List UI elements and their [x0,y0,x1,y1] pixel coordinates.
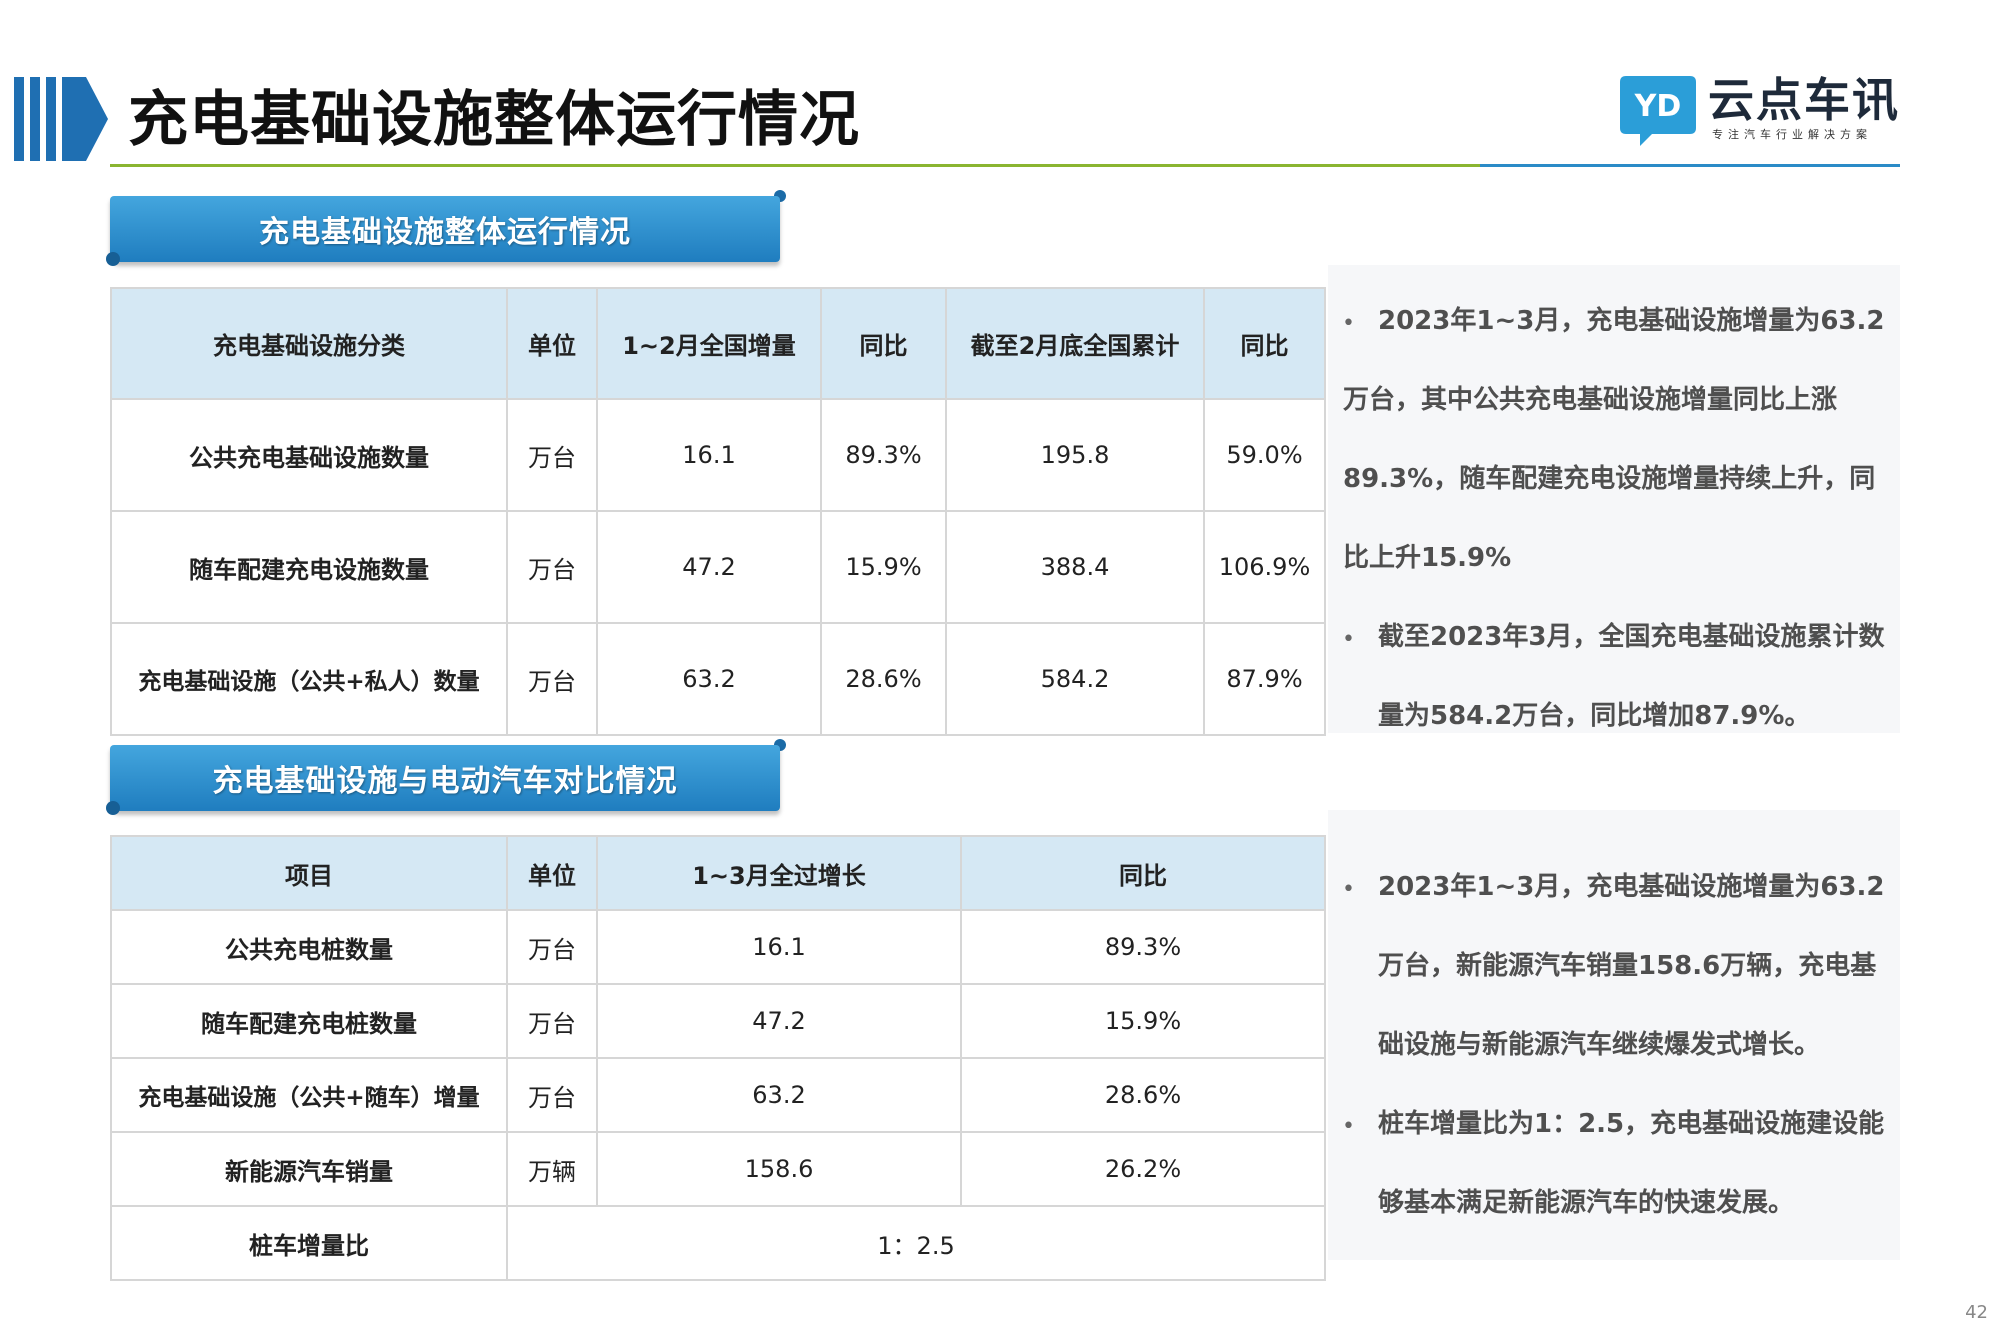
section1-notes: • 2023年1~3月，充电基础设施增量为63.2 万台，其中公共充电基础设施增… [1328,265,1900,733]
logo-name: 云点车讯 [1708,73,1900,127]
table-cell: 63.2 [596,622,822,736]
table-row: 新能源汽车销量 万辆 158.6 26.2% [110,1131,1326,1207]
table-cell: 万台 [506,622,598,736]
note-line: 截至2023年3月，全国充电基础设施累计数 [1378,622,1885,652]
comparison-table: 项目 单位 1~3月全过增长 同比 公共充电桩数量 万台 16.1 89.3% … [110,835,1326,1281]
banner-tail [106,801,120,815]
note-line: 2023年1~3月，充电基础设施增量为63.2 [1378,306,1885,336]
note-line: 础设施与新能源汽车继续爆发式增长。 [1378,1030,1821,1060]
note-line: 2023年1~3月，充电基础设施增量为63.2 [1378,872,1885,902]
table-cell: 万台 [506,398,598,512]
table-cell: 26.2% [960,1131,1326,1207]
note-line: 够基本满足新能源汽车的快速发展。 [1378,1188,1795,1218]
table-cell: 87.9% [1203,622,1326,736]
table-cell: 106.9% [1203,510,1326,624]
note-line: 万台，新能源汽车销量158.6万辆，充电基 [1378,951,1877,981]
table-cell: 47.2 [596,983,962,1059]
table-cell: 万台 [506,983,598,1059]
row-label: 桩车增量比 [110,1205,508,1281]
table-row: 充电基础设施（公共+私人）数量 万台 63.2 28.6% 584.2 87.9… [110,622,1326,736]
note-line: 桩车增量比为1：2.5，充电基础设施建设能 [1378,1109,1885,1139]
column-header: 同比 [960,835,1326,911]
table-header-row: 充电基础设施分类 单位 1~2月全国增量 同比 截至2月底全国累计 同比 [110,287,1326,400]
table-cell: 59.0% [1203,398,1326,512]
table-cell: 万台 [506,510,598,624]
bullet-dot-icon: • [1342,1114,1355,1139]
note-line: 量为584.2万台，同比增加87.9%。 [1378,701,1811,731]
bullet-dot-icon: • [1342,311,1355,336]
table-cell: 万台 [506,1057,598,1133]
logo-mark-icon: YD [1620,76,1696,146]
table-row: 公共充电基础设施数量 万台 16.1 89.3% 195.8 59.0% [110,398,1326,512]
column-header: 1~3月全过增长 [596,835,962,911]
note-line: 万台，其中公共充电基础设施增量同比上涨 [1343,385,1838,415]
column-header: 单位 [506,287,598,400]
table-row: 充电基础设施（公共+随车）增量 万台 63.2 28.6% [110,1057,1326,1133]
table-row: 桩车增量比 1：2.5 [110,1205,1326,1281]
table-cell: 万辆 [506,1131,598,1207]
ratio-value: 1：2.5 [506,1205,1326,1281]
table-cell: 584.2 [945,622,1205,736]
table-cell: 89.3% [820,398,947,512]
note-line: 89.3%，随车配建充电设施增量持续上升，同 [1343,464,1876,494]
table-cell: 万台 [506,909,598,985]
table-cell: 89.3% [960,909,1326,985]
title-bars-icon [14,77,108,161]
section1-heading-banner: 充电基础设施整体运行情况 [106,190,790,266]
logo-subtitle: 专注汽车行业解决方案 [1712,128,1872,141]
table-cell: 28.6% [960,1057,1326,1133]
row-label: 随车配建充电设施数量 [110,510,508,624]
table-header-row: 项目 单位 1~3月全过增长 同比 [110,835,1326,911]
section2-heading-banner: 充电基础设施与电动汽车对比情况 [106,739,790,815]
row-label: 充电基础设施（公共+随车）增量 [110,1057,508,1133]
row-label: 随车配建充电桩数量 [110,983,508,1059]
table-cell: 15.9% [820,510,947,624]
column-header: 同比 [1203,287,1326,400]
bullet-dot-icon: • [1342,627,1355,652]
table-row: 公共充电桩数量 万台 16.1 89.3% [110,909,1326,985]
table-cell: 195.8 [945,398,1205,512]
column-header: 同比 [820,287,947,400]
table-cell: 63.2 [596,1057,962,1133]
table-row: 随车配建充电设施数量 万台 47.2 15.9% 388.4 106.9% [110,510,1326,624]
column-header: 项目 [110,835,508,911]
table-cell: 15.9% [960,983,1326,1059]
header-divider [110,164,1490,167]
page-title: 充电基础设施整体运行情况 [128,85,860,155]
note-line: 比上升15.9% [1343,543,1512,573]
table-row: 随车配建充电桩数量 万台 47.2 15.9% [110,983,1326,1059]
row-label: 公共充电基础设施数量 [110,398,508,512]
bullet-dot-icon: • [1342,877,1355,902]
table-cell: 16.1 [596,909,962,985]
column-header: 截至2月底全国累计 [945,287,1205,400]
banner-tail [106,252,120,266]
row-label: 公共充电桩数量 [110,909,508,985]
table-cell: 16.1 [596,398,822,512]
header-divider-accent [1480,164,1900,167]
section2-notes: • 2023年1~3月，充电基础设施增量为63.2 万台，新能源汽车销量158.… [1328,810,1900,1260]
column-header: 1~2月全国增量 [596,287,822,400]
row-label: 新能源汽车销量 [110,1131,508,1207]
column-header: 充电基础设施分类 [110,287,508,400]
table-cell: 28.6% [820,622,947,736]
table-cell: 388.4 [945,510,1205,624]
logo-mark-letters: YD [1634,89,1682,124]
table-cell: 158.6 [596,1131,962,1207]
row-label: 充电基础设施（公共+私人）数量 [110,622,508,736]
table-cell: 47.2 [596,510,822,624]
page-number: 42 [1965,1302,1988,1323]
infrastructure-table: 充电基础设施分类 单位 1~2月全国增量 同比 截至2月底全国累计 同比 公共充… [110,287,1326,736]
section2-heading: 充电基础设施与电动汽车对比情况 [212,764,678,799]
section1-heading: 充电基础设施整体运行情况 [259,215,631,250]
column-header: 单位 [506,835,598,911]
